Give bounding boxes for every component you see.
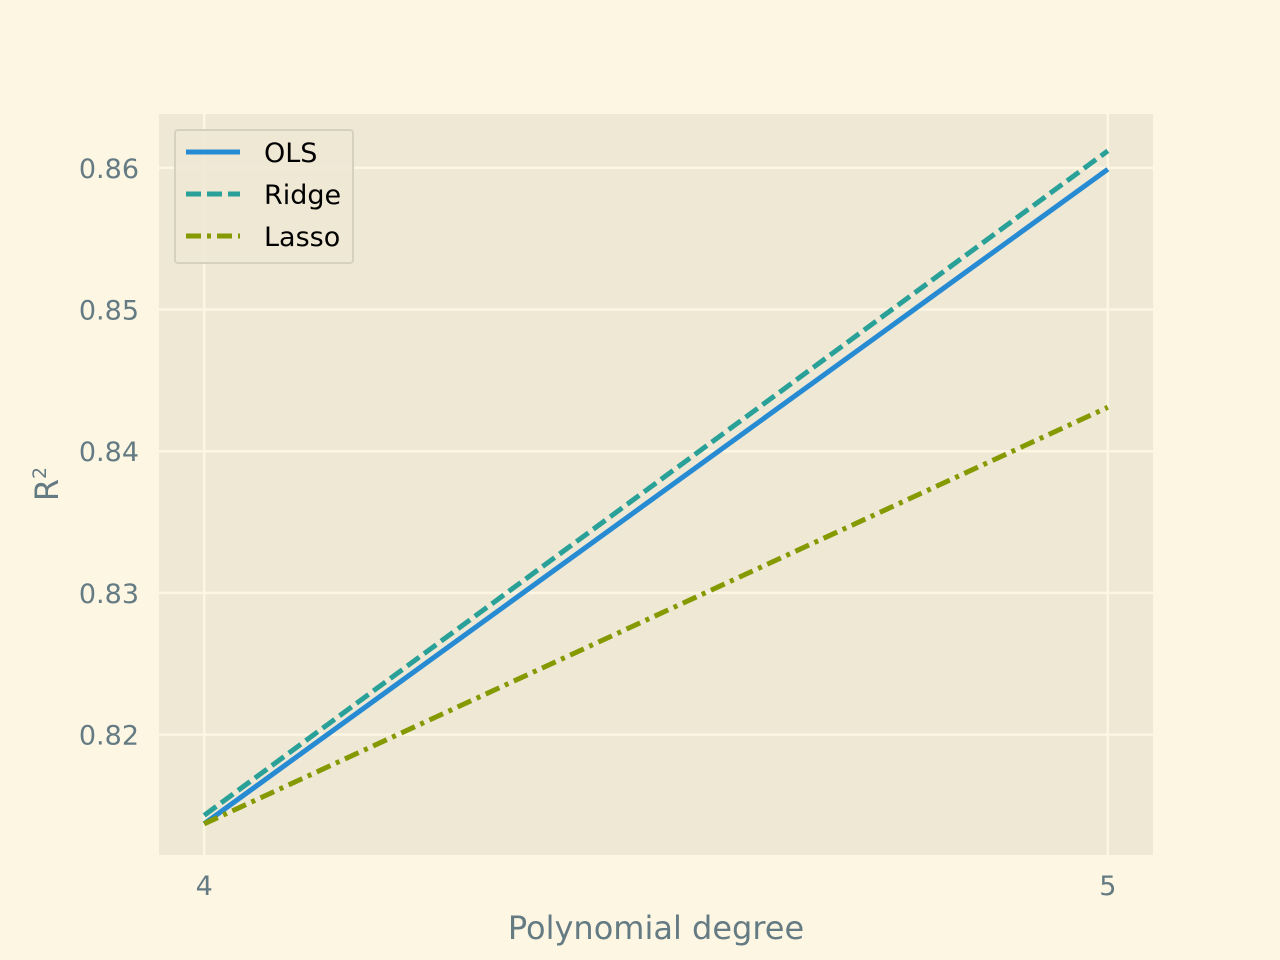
x-axis-label: Polynomial degree <box>508 909 804 947</box>
y-tick-label: 0.83 <box>79 579 139 610</box>
legend-label-lasso: Lasso <box>264 222 340 253</box>
y-tick-label: 0.86 <box>79 154 139 185</box>
y-tick-label: 0.82 <box>79 721 139 752</box>
y-axis-label-superscript: 2 <box>29 467 51 479</box>
series-lines <box>202 148 1110 827</box>
x-tick-label: 4 <box>196 871 213 902</box>
legend: OLS Ridge Lasso <box>174 129 354 264</box>
legend-box <box>174 129 354 264</box>
y-tick-label: 0.84 <box>79 437 139 468</box>
legend-label-ridge: Ridge <box>264 180 341 211</box>
y-axis-label: R2 <box>28 467 66 501</box>
tick-labels: 4 5 0.82 0.83 0.84 0.85 0.86 <box>79 154 1117 902</box>
series-line-ridge <box>202 148 1110 818</box>
y-axis-label-base: R <box>28 479 66 501</box>
series-line-ols <box>202 167 1110 826</box>
legend-label-ols: OLS <box>264 138 317 169</box>
x-tick-label: 5 <box>1099 871 1116 902</box>
y-tick-label: 0.85 <box>79 296 139 327</box>
series-line-lasso <box>203 405 1109 827</box>
